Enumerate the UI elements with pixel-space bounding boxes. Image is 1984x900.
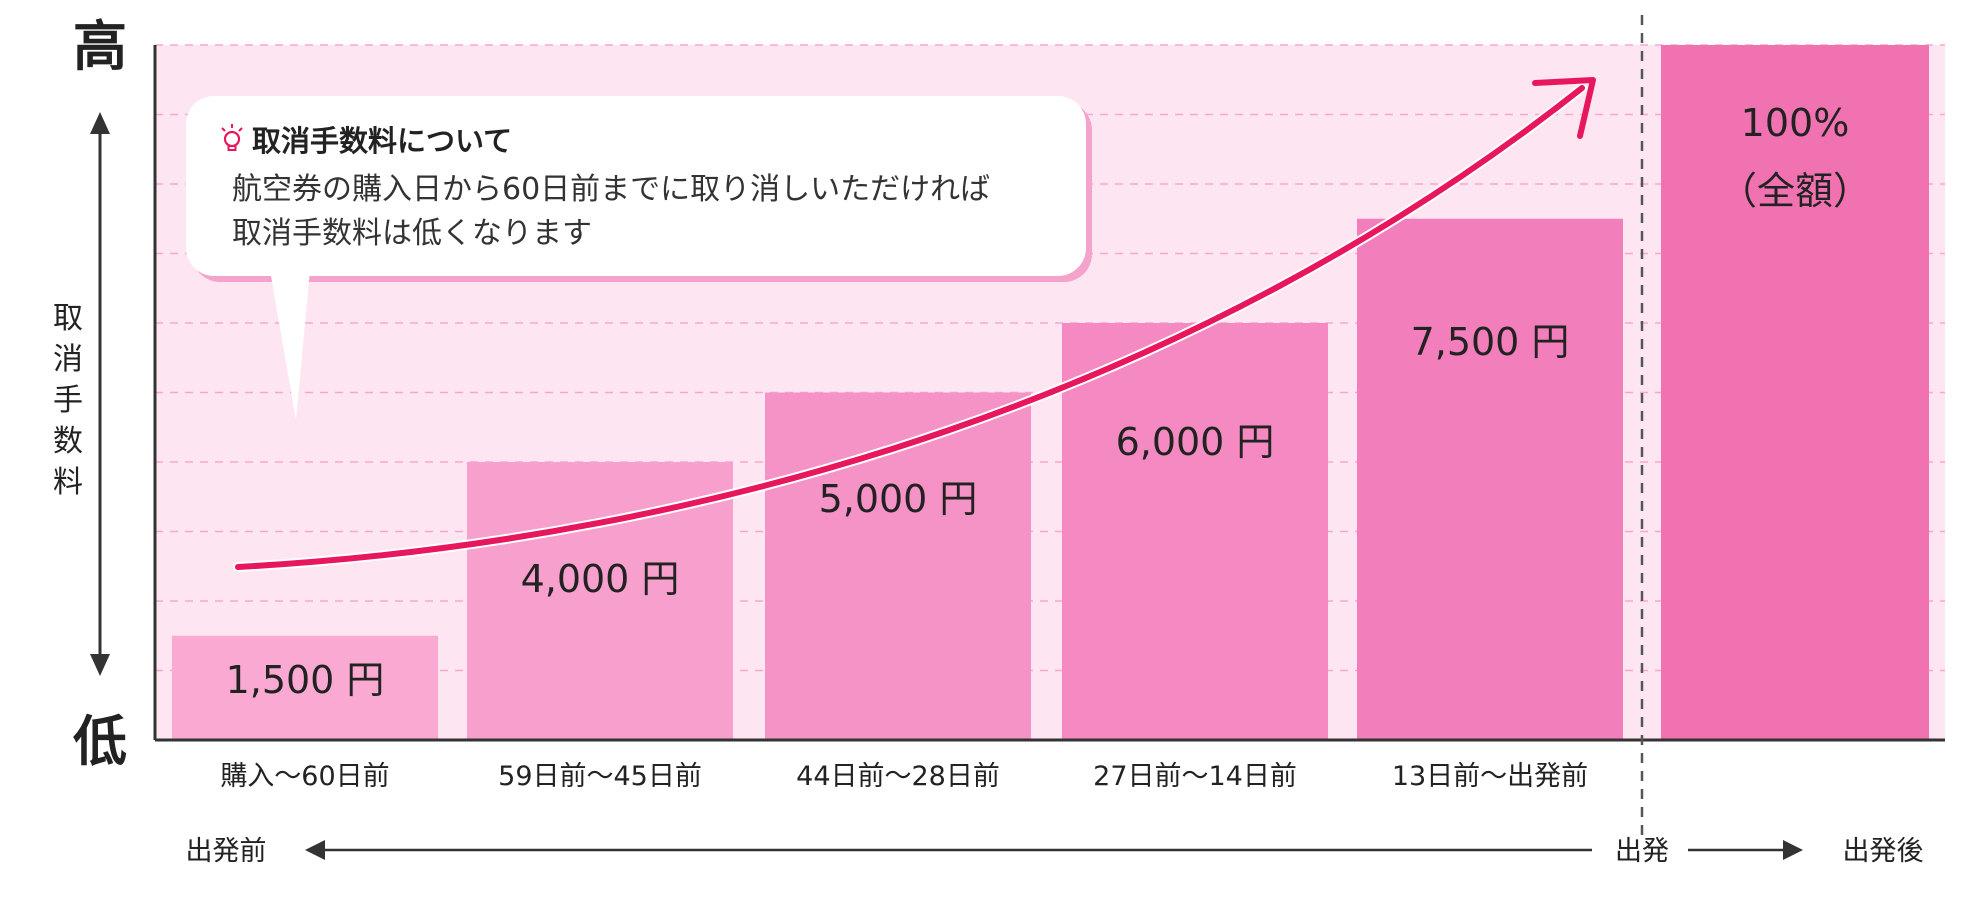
trend-arrow xyxy=(233,77,1596,572)
bubble-title: 取消手数料について xyxy=(252,124,513,158)
value-label-3: 5,000 円 xyxy=(819,477,978,521)
bubble-line-1: 航空券の購入日から60日前までに取り消しいただければ xyxy=(232,172,991,207)
y-title-char-3: 手 xyxy=(53,383,83,418)
bubble-body: 航空券の購入日から60日前までに取り消しいただければ 取消手数料は低くなります xyxy=(232,168,990,256)
y-axis-title: 取消手数料 xyxy=(53,301,83,500)
y-title-char-1: 取 xyxy=(53,301,83,336)
bar-5 xyxy=(1357,218,1623,740)
category-label-2: 59日前～45日前 xyxy=(498,761,702,792)
bubble-title-row: 取消手数料について xyxy=(220,118,512,160)
value-label-2: 4,000 円 xyxy=(521,557,680,601)
bar-6 xyxy=(1661,45,1929,740)
timeline-before: 出発前 xyxy=(186,836,267,867)
value-label-1: 1,500 円 xyxy=(226,658,385,702)
timeline-after: 出発後 xyxy=(1843,836,1924,867)
timeline-right-arrowhead xyxy=(1783,840,1803,860)
timeline-left-arrowhead xyxy=(305,840,325,860)
value-label-6-line-2: （全額） xyxy=(1719,169,1871,213)
lightbulb-icon xyxy=(220,124,244,154)
bar-4 xyxy=(1062,323,1328,740)
y-low-label: 低 xyxy=(73,710,127,773)
category-label-1: 購入～60日前 xyxy=(220,761,389,792)
category-label-3: 44日前～28日前 xyxy=(796,761,1000,792)
category-label-5: 13日前～出発前 xyxy=(1392,761,1588,792)
value-label-6-line-1: 100% xyxy=(1741,101,1850,145)
y-title-char-4: 数 xyxy=(53,424,83,459)
bubble-line-2: 取消手数料は低くなります xyxy=(232,216,592,251)
grid-lines xyxy=(155,44,1945,672)
y-high-label: 高 xyxy=(73,15,127,78)
timeline-departure: 出発 xyxy=(1615,836,1669,867)
y-axis-arrow xyxy=(90,112,110,676)
y-title-char-2: 消 xyxy=(53,342,83,377)
y-title-char-5: 料 xyxy=(53,465,83,500)
timeline: 出発前 出発 出発後 xyxy=(186,836,1924,867)
value-label-5: 7,500 円 xyxy=(1411,320,1570,364)
value-labels: 1,500 円 4,000 円 5,000 円 6,000 円 7,500 円 100% （… xyxy=(226,101,1871,702)
bar-1 xyxy=(172,635,438,740)
category-label-4: 27日前～14日前 xyxy=(1093,761,1297,792)
info-bubble: 取消手数料について 航空券の購入日から60日前までに取り消しいただければ 取消手… xyxy=(186,96,1086,276)
category-labels: 購入～60日前 59日前～45日前 44日前～28日前 27日前～14日前 13日前～出… xyxy=(220,761,1588,792)
bubble-tail xyxy=(270,270,310,420)
value-label-4: 6,000 円 xyxy=(1116,420,1275,464)
